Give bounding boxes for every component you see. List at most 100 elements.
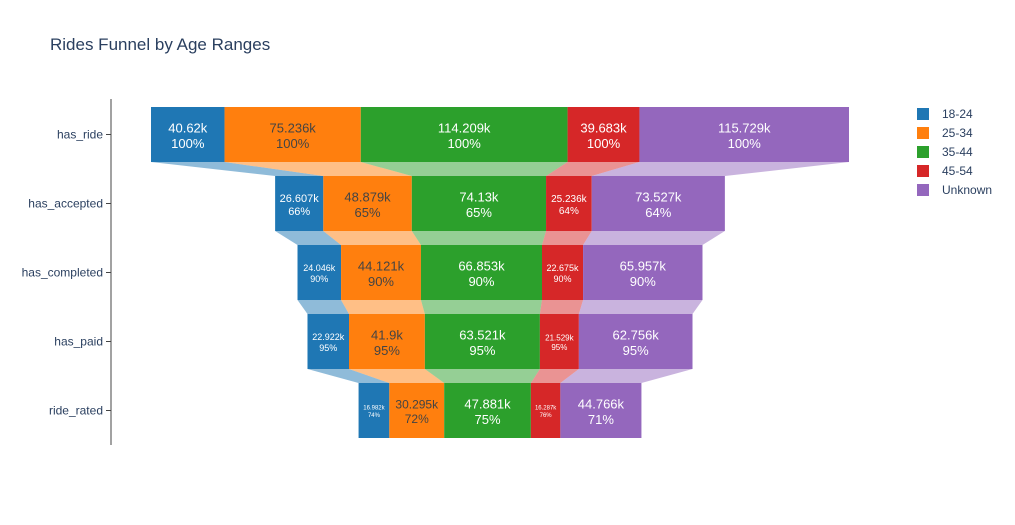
- bar-percent-label: 100%: [276, 136, 310, 151]
- bar-value-label: 48.879k: [344, 190, 391, 205]
- legend-swatch: [917, 184, 929, 196]
- bar-value-label: 66.853k: [458, 259, 505, 274]
- funnel-bar-45-54-has-accepted[interactable]: [546, 176, 592, 231]
- bar-value-label: 65.957k: [620, 259, 667, 274]
- legend-item-45-54[interactable]: 45-54: [917, 164, 973, 178]
- y-tick-label-has-completed: has_completed: [22, 266, 103, 280]
- funnel-bar-18-24-has-ride[interactable]: [151, 107, 225, 162]
- funnel-bar-25-34-has-completed[interactable]: [341, 245, 421, 300]
- funnel-bar-45-54-has-paid[interactable]: [539, 314, 579, 369]
- legend-label: 18-24: [942, 107, 973, 121]
- bar-value-label: 115.729k: [718, 121, 771, 136]
- funnel-connector: [541, 231, 592, 245]
- funnel-connector: [560, 369, 693, 383]
- bar-value-label: 30.295k: [395, 398, 439, 412]
- funnel-bar-18-24-has-completed[interactable]: [297, 245, 342, 300]
- legend-swatch: [917, 127, 929, 139]
- legend-item-unknown[interactable]: Unknown: [917, 183, 992, 197]
- bar-value-label: 40.62k: [168, 121, 208, 136]
- bar-value-label: 44.766k: [578, 397, 625, 412]
- bar-percent-label: 65%: [355, 205, 381, 220]
- bar-percent-label: 100%: [448, 136, 482, 151]
- funnel-connector: [420, 300, 542, 314]
- bar-percent-label: 95%: [374, 343, 400, 358]
- funnel-connector: [224, 162, 412, 176]
- y-axis: has_ride has_accepted has_completed has_pai…: [22, 99, 112, 445]
- funnel-connectors: [151, 162, 849, 383]
- funnel-bar-35-44-has-completed[interactable]: [420, 245, 542, 300]
- legend-label: 35-44: [942, 145, 973, 159]
- funnel-bar-45-54-ride-rated[interactable]: [530, 383, 561, 438]
- bar-value-label: 26.607k: [280, 193, 320, 205]
- funnel-bar-35-44-has-accepted[interactable]: [411, 176, 547, 231]
- funnel-bar-35-44-has-paid[interactable]: [424, 314, 540, 369]
- bar-value-label: 47.881k: [464, 397, 511, 412]
- funnel-connector: [424, 369, 540, 383]
- bar-value-label: 39.683k: [580, 121, 627, 136]
- funnel-connector: [323, 231, 421, 245]
- funnel-bar-18-24-ride-rated[interactable]: [358, 383, 390, 438]
- funnel-connector: [591, 162, 849, 176]
- bar-value-label: 114.209k: [438, 121, 491, 136]
- bar-percent-label: 90%: [310, 274, 328, 284]
- bar-percent-label: 90%: [554, 274, 572, 284]
- funnel-bar-45-54-has-ride[interactable]: [567, 107, 640, 162]
- bar-percent-label: 64%: [645, 205, 671, 220]
- bar-percent-label: 90%: [630, 274, 656, 289]
- funnel-bar-unknown-ride-rated[interactable]: [560, 383, 642, 438]
- legend-item-35-44[interactable]: 35-44: [917, 145, 973, 159]
- funnel-bar-45-54-has-completed[interactable]: [541, 245, 584, 300]
- bar-percent-label: 72%: [405, 412, 429, 426]
- bar-percent-label: 95%: [623, 343, 649, 358]
- bar-value-label: 74.13k: [459, 190, 499, 205]
- legend-item-25-34[interactable]: 25-34: [917, 126, 973, 140]
- funnel-bar-25-34-has-accepted[interactable]: [323, 176, 412, 231]
- funnel-bar-unknown-has-ride[interactable]: [639, 107, 849, 162]
- legend-item-18-24[interactable]: 18-24: [917, 107, 973, 121]
- bar-percent-label: 64%: [559, 206, 579, 217]
- funnel-bar-unknown-has-accepted[interactable]: [591, 176, 725, 231]
- funnel-bar-unknown-has-completed[interactable]: [583, 245, 703, 300]
- bar-value-label: 75.236k: [270, 121, 317, 136]
- bar-percent-label: 65%: [466, 205, 492, 220]
- bar-value-label: 16.287k: [535, 406, 557, 412]
- funnel-bar-25-34-ride-rated[interactable]: [389, 383, 445, 438]
- funnel-bars: 40.62k100%75.236k100%114.209k100%39.683k…: [151, 107, 849, 438]
- funnel-connector: [360, 162, 568, 176]
- bar-value-label: 44.121k: [358, 259, 405, 274]
- bar-value-label: 22.675k: [547, 263, 580, 273]
- bar-percent-label: 74%: [368, 413, 381, 419]
- funnel-connector: [307, 369, 390, 383]
- bar-percent-label: 100%: [171, 136, 205, 151]
- y-tick-label-has-paid: has_paid: [54, 335, 103, 349]
- funnel-bar-unknown-has-paid[interactable]: [578, 314, 693, 369]
- y-tick-label-has-accepted: has_accepted: [28, 197, 103, 211]
- bar-value-label: 21.529k: [545, 333, 574, 342]
- funnel-bar-25-34-has-ride[interactable]: [224, 107, 361, 162]
- legend[interactable]: 18-24 25-34 35-44 45-54 Unknown: [917, 107, 992, 197]
- funnel-connector: [578, 300, 703, 314]
- funnel-connector: [275, 231, 342, 245]
- legend-swatch: [917, 108, 929, 120]
- funnel-bar-18-24-has-paid[interactable]: [307, 314, 349, 369]
- funnel-bar-25-34-has-paid[interactable]: [348, 314, 425, 369]
- bar-percent-label: 95%: [469, 343, 495, 358]
- funnel-connector: [297, 300, 349, 314]
- chart-title: Rides Funnel by Age Ranges: [50, 35, 270, 54]
- bar-value-label: 24.046k: [303, 263, 336, 273]
- funnel-connector: [583, 231, 725, 245]
- funnel-bar-35-44-ride-rated[interactable]: [444, 383, 531, 438]
- legend-swatch: [917, 165, 929, 177]
- funnel-bar-18-24-has-accepted[interactable]: [275, 176, 324, 231]
- bar-value-label: 16.982k: [363, 406, 385, 412]
- funnel-connector: [151, 162, 324, 176]
- bar-percent-label: 100%: [728, 136, 762, 151]
- funnel-connector: [411, 231, 547, 245]
- bar-percent-label: 75%: [475, 412, 501, 427]
- y-tick-label-has-ride: has_ride: [57, 128, 103, 142]
- legend-swatch: [917, 146, 929, 158]
- legend-label: 25-34: [942, 126, 973, 140]
- funnel-bar-35-44-has-ride[interactable]: [360, 107, 568, 162]
